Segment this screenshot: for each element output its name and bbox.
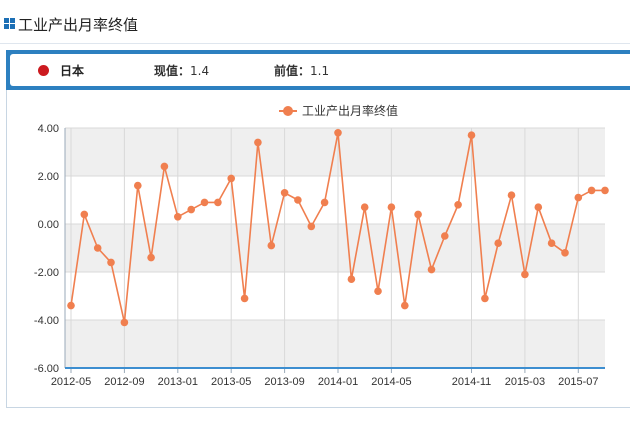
x-tick-label: 2015-03 xyxy=(505,376,545,388)
x-tick-label: 2014-01 xyxy=(318,376,358,388)
chart-axes xyxy=(64,128,605,373)
data-point xyxy=(320,198,329,207)
data-point xyxy=(601,186,609,195)
data-point xyxy=(360,203,369,211)
data-point xyxy=(427,265,436,274)
data-point xyxy=(307,222,316,231)
data-point xyxy=(214,198,222,207)
data-point xyxy=(387,203,396,211)
x-tick-label: 2013-09 xyxy=(264,376,304,388)
previous-value: 1.1 xyxy=(310,64,330,78)
data-point xyxy=(107,258,115,267)
info-panel: 日本 现值：1.4 前值：1.1 xyxy=(10,54,630,86)
current-value-label: 现值： xyxy=(154,64,191,78)
data-point xyxy=(187,205,195,214)
legend-label: 工业产出月率终值 xyxy=(302,103,398,118)
data-point xyxy=(481,294,489,303)
x-tick-label: 2015-07 xyxy=(558,376,598,388)
data-point xyxy=(134,181,142,190)
chart-bands xyxy=(65,128,605,368)
data-point xyxy=(334,129,342,137)
grid-icon xyxy=(4,18,15,29)
data-point xyxy=(587,186,596,195)
data-point xyxy=(374,287,382,295)
data-point xyxy=(547,239,556,247)
chart-legend[interactable]: 工业产出月率终值 xyxy=(279,103,398,118)
line-chart: 工业产出月率终值 4.002.000.00-2.00-4.00-6.002012… xyxy=(34,103,609,388)
data-point xyxy=(200,198,209,207)
data-point xyxy=(120,318,129,327)
previous-value-label: 前值： xyxy=(274,64,311,78)
data-point xyxy=(574,193,583,202)
y-tick-label: 4.00 xyxy=(38,123,59,135)
data-point xyxy=(174,213,182,221)
data-point xyxy=(494,239,503,247)
previous-value-stat: 前值：1.1 xyxy=(274,62,329,79)
data-point xyxy=(561,249,569,257)
country-label: 日本 xyxy=(60,64,85,78)
current-value: 1.4 xyxy=(190,64,210,78)
chart-series-group xyxy=(67,129,609,327)
japan-flag-icon xyxy=(38,65,49,76)
y-tick-label: -4.00 xyxy=(34,315,59,327)
data-point xyxy=(467,131,476,139)
current-value-stat: 现值：1.4 xyxy=(154,62,209,79)
x-tick-label: 2014-05 xyxy=(371,376,411,388)
y-tick-label: -6.00 xyxy=(34,363,59,375)
data-point xyxy=(240,294,249,303)
y-tick-label: 2.00 xyxy=(38,171,59,183)
grid-band xyxy=(65,320,605,368)
x-tick-label: 2012-05 xyxy=(51,376,91,388)
page-header: 工业产出月率终值 xyxy=(0,0,630,44)
chart-panel: 工业产出月率终值 4.00 2.00 0.00 -2.00 -4.00 -6.00 2012… xyxy=(6,90,630,408)
data-point xyxy=(507,191,516,199)
data-point xyxy=(414,210,422,219)
y-tick-label: 0.00 xyxy=(38,219,59,231)
data-point xyxy=(294,196,302,204)
data-point xyxy=(347,275,356,283)
x-tick-label: 2012-09 xyxy=(104,376,144,388)
x-tick-label: 2013-01 xyxy=(158,376,198,388)
info-bar: 日本 现值：1.4 前值：1.1 xyxy=(6,50,630,90)
data-point xyxy=(267,241,276,250)
data-point xyxy=(67,301,75,310)
data-point xyxy=(401,301,409,310)
x-tick-label: 2014-11 xyxy=(452,376,492,388)
data-point xyxy=(80,210,89,219)
data-point xyxy=(227,174,235,183)
data-point xyxy=(93,244,102,252)
legend-marker xyxy=(283,106,293,116)
data-point xyxy=(441,232,449,240)
y-tick-label: -2.00 xyxy=(34,267,59,279)
page-title: 工业产出月率终值 xyxy=(18,16,139,34)
data-point xyxy=(534,203,543,211)
data-point xyxy=(280,189,289,197)
x-tick-label: 2013-05 xyxy=(211,376,251,388)
data-point xyxy=(147,253,155,262)
data-point xyxy=(521,270,529,279)
data-point xyxy=(254,138,262,147)
data-point xyxy=(454,201,462,209)
data-point xyxy=(160,162,169,171)
